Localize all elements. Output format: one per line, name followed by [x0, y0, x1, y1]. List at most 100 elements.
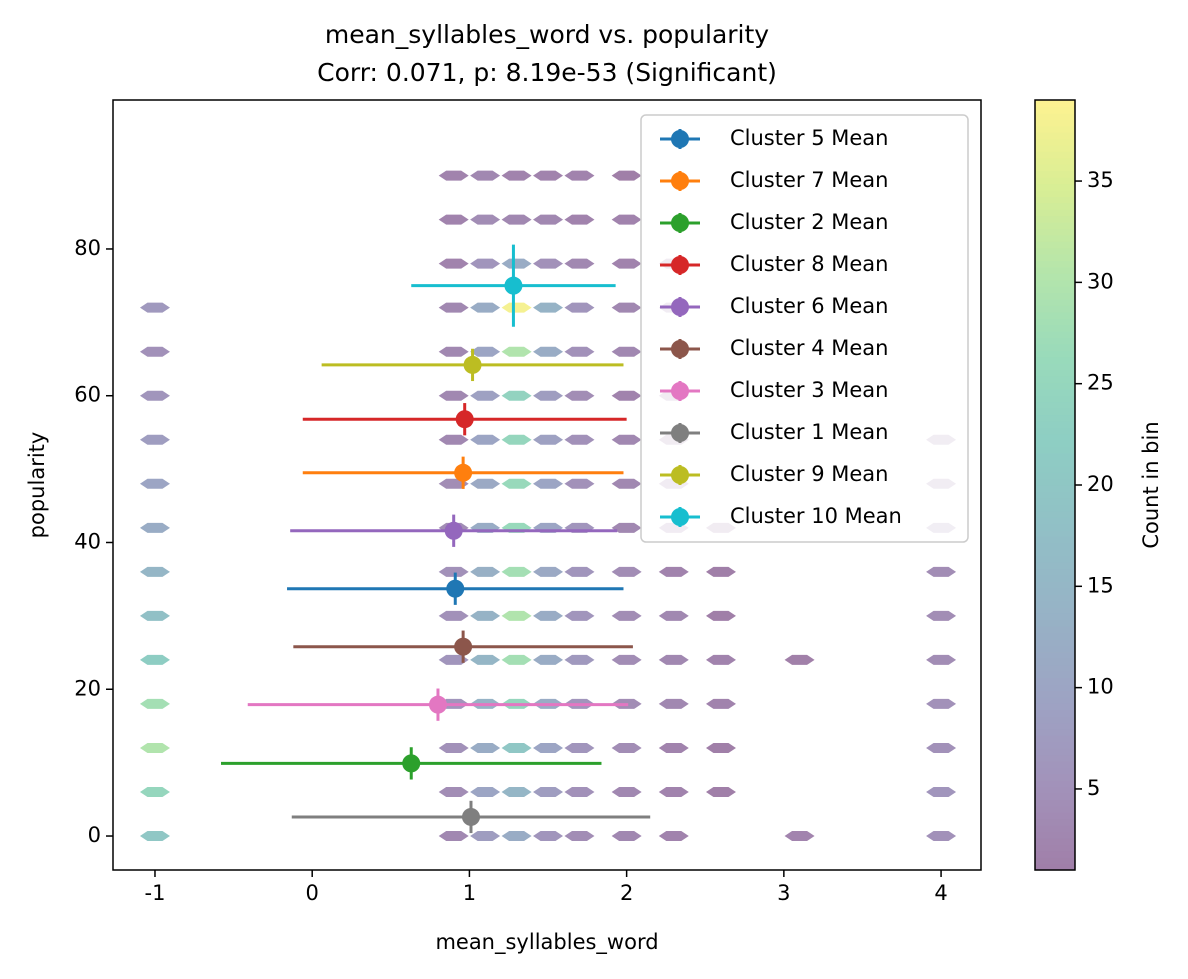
hex-cell [926, 786, 957, 797]
colorbar-step [1035, 651, 1075, 659]
colorbar-step [1035, 382, 1075, 390]
plot-frame [112, 99, 982, 871]
colorbar-step [1035, 587, 1075, 595]
hex-cell [784, 831, 815, 842]
colorbar-step [1035, 247, 1075, 255]
x-tick-label: 3 [777, 881, 790, 905]
hex-cell [611, 258, 642, 269]
colorbar-step [1035, 446, 1075, 454]
hex-cell [926, 610, 957, 621]
colorbar-step [1035, 151, 1075, 159]
colorbar-step [1035, 690, 1075, 698]
colorbar-step [1035, 760, 1075, 768]
hex-cell [470, 478, 501, 489]
hex-cell [926, 831, 957, 842]
hex-cell [564, 610, 595, 621]
hex-cell [501, 566, 532, 577]
colorbar-step [1035, 452, 1075, 460]
colorbar-step [1035, 331, 1075, 339]
colorbar-step [1035, 273, 1075, 281]
hex-cell [658, 742, 689, 753]
colorbar-step [1035, 542, 1075, 550]
hex-cell [501, 258, 532, 269]
colorbar-step [1035, 568, 1075, 576]
mean-point [455, 410, 474, 429]
mean-point [446, 579, 465, 598]
colorbar-tick-label: 35 [1087, 168, 1114, 192]
colorbar-step [1035, 639, 1075, 647]
hex-cell [501, 434, 532, 445]
legend-marker [671, 130, 689, 148]
colorbar-step [1035, 401, 1075, 409]
hex-cell [470, 170, 501, 181]
x-tick-label: 0 [306, 881, 319, 905]
colorbar-step [1035, 234, 1075, 242]
colorbar-step [1035, 491, 1075, 499]
colorbar-step [1035, 683, 1075, 691]
colorbar-step [1035, 626, 1075, 634]
colorbar-step [1035, 709, 1075, 717]
colorbar-step [1035, 786, 1075, 794]
colorbar-step [1035, 677, 1075, 685]
hex-cell [501, 610, 532, 621]
colorbar-step [1035, 837, 1075, 845]
hex-cell [501, 831, 532, 842]
colorbar-step [1035, 305, 1075, 313]
hex-cell [533, 610, 564, 621]
hex-cell [533, 390, 564, 401]
legend-label: Cluster 1 Mean [730, 420, 888, 444]
hex-cell [139, 786, 170, 797]
hex-cell [438, 831, 469, 842]
hex-cell [470, 434, 501, 445]
hex-cell [139, 346, 170, 357]
hex-cell [611, 831, 642, 842]
hex-cell [470, 346, 501, 357]
hex-cell [533, 302, 564, 313]
colorbar-step [1035, 170, 1075, 178]
hex-cell [533, 742, 564, 753]
hex-cell [611, 742, 642, 753]
colorbar-step [1035, 863, 1075, 871]
hex-cell [533, 831, 564, 842]
legend-label: Cluster 8 Mean [730, 252, 888, 276]
legend-box [640, 114, 969, 543]
colorbar-step [1035, 831, 1075, 839]
colorbar-step [1035, 260, 1075, 268]
colorbar-step [1035, 440, 1075, 448]
colorbar-step [1035, 196, 1075, 204]
hex-cell [611, 566, 642, 577]
colorbar-step [1035, 799, 1075, 807]
colorbar-step [1035, 343, 1075, 351]
hex-cell [438, 566, 469, 577]
hex-cell [926, 698, 957, 709]
colorbar-step [1035, 266, 1075, 274]
colorbar-step [1035, 157, 1075, 165]
hex-cell [564, 566, 595, 577]
colorbar-step [1035, 536, 1075, 544]
hex-cell [611, 522, 642, 533]
hex-cell [533, 478, 564, 489]
hex-cell [564, 478, 595, 489]
hex-cell [501, 742, 532, 753]
colorbar-tick-label: 5 [1087, 776, 1100, 800]
chart-title: mean_syllables_word vs. popularity [325, 20, 769, 49]
colorbar-tick-label: 10 [1087, 675, 1114, 699]
colorbar-step [1035, 510, 1075, 518]
hex-cell [470, 654, 501, 665]
legend-marker [671, 256, 689, 274]
hex-cell [501, 786, 532, 797]
x-tick-label: 2 [620, 881, 633, 905]
hex-cell [658, 654, 689, 665]
hex-cell [501, 478, 532, 489]
hex-cell [611, 786, 642, 797]
colorbar-step [1035, 369, 1075, 377]
hex-cell [470, 214, 501, 225]
colorbar-step [1035, 375, 1075, 383]
colorbar-step [1035, 356, 1075, 364]
colorbar-label: Count in bin [1139, 421, 1163, 548]
colorbar-step [1035, 215, 1075, 223]
hex-cell [705, 566, 736, 577]
colorbar-step [1035, 857, 1075, 865]
colorbar-step [1035, 189, 1075, 197]
colorbar-step [1035, 703, 1075, 711]
